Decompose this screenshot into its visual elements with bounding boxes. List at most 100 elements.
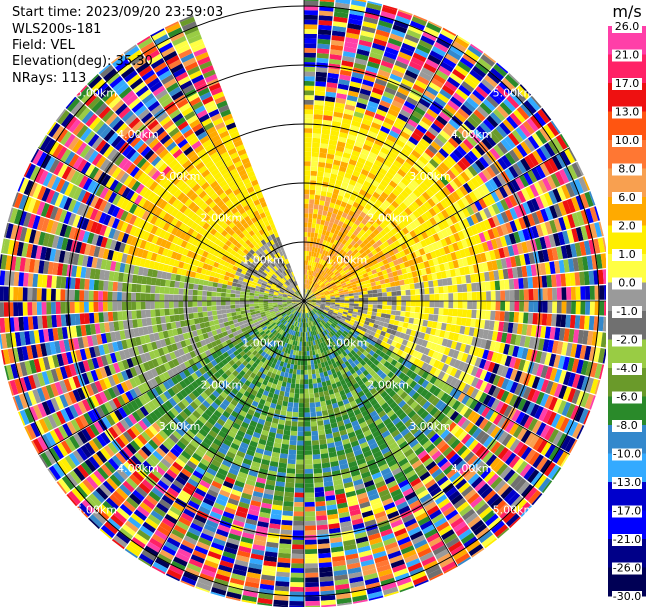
velocity-gate	[376, 422, 386, 430]
velocity-gate	[331, 313, 337, 318]
velocity-gate	[514, 370, 523, 383]
velocity-gate	[547, 248, 554, 262]
velocity-gate	[424, 287, 430, 295]
velocity-gate	[531, 362, 540, 376]
velocity-gate	[375, 329, 382, 335]
velocity-gate	[460, 275, 467, 284]
velocity-gate	[387, 230, 394, 238]
velocity-gate	[439, 263, 446, 272]
velocity-gate	[527, 418, 538, 432]
velocity-gate	[401, 444, 412, 454]
velocity-gate	[501, 332, 508, 343]
velocity-gate	[461, 433, 472, 445]
velocity-gate	[381, 163, 390, 172]
velocity-gate	[346, 340, 352, 347]
velocity-gate	[346, 271, 352, 276]
velocity-gate	[390, 359, 398, 367]
velocity-gate	[471, 547, 485, 558]
velocity-gate	[372, 42, 386, 51]
velocity-gate	[487, 384, 497, 396]
velocity-gate	[432, 168, 443, 179]
velocity-gate	[594, 363, 603, 379]
velocity-gate	[341, 282, 347, 287]
velocity-gate	[359, 235, 366, 242]
velocity-gate	[326, 226, 332, 232]
velocity-gate	[330, 44, 344, 51]
velocity-gate	[369, 255, 376, 262]
velocity-gate	[352, 263, 358, 269]
velocity-gate	[352, 115, 363, 123]
velocity-gate	[408, 136, 419, 146]
velocity-gate	[304, 147, 312, 152]
velocity-gate	[391, 69, 405, 78]
velocity-gate	[465, 237, 473, 247]
velocity-gate	[492, 374, 501, 386]
velocity-gate	[604, 301, 606, 316]
velocity-gate	[308, 251, 312, 257]
velocity-gate	[382, 55, 396, 65]
velocity-gate	[565, 244, 573, 259]
velocity-gate	[318, 253, 322, 259]
velocity-gate	[488, 178, 499, 191]
velocity-gate	[480, 338, 487, 349]
velocity-gate	[365, 258, 372, 264]
velocity-gate	[574, 178, 584, 194]
velocity-gate	[304, 24, 318, 30]
velocity-gate	[281, 524, 293, 531]
velocity-gate	[309, 292, 314, 296]
velocity-gate	[369, 265, 376, 271]
velocity-gate	[417, 516, 431, 526]
velocity-gate	[491, 260, 498, 271]
velocity-gate	[359, 229, 366, 236]
velocity-gate	[539, 194, 549, 208]
velocity-gate	[421, 152, 432, 162]
velocity-gate	[383, 273, 389, 280]
velocity-gate	[375, 395, 384, 403]
velocity-gate	[475, 337, 483, 348]
velocity-gate	[291, 549, 304, 555]
velocity-gate	[539, 351, 547, 365]
velocity-gate	[441, 561, 457, 573]
velocity-gate	[455, 552, 471, 565]
velocity-gate	[370, 315, 377, 320]
velocity-gate	[362, 21, 377, 29]
velocity-gate	[385, 171, 394, 180]
velocity-gate	[454, 268, 461, 277]
velocity-gate	[459, 142, 471, 154]
velocity-gate	[383, 199, 391, 208]
velocity-gate	[388, 334, 395, 341]
velocity-gate	[311, 296, 316, 299]
velocity-gate	[311, 147, 320, 153]
velocity-gate	[531, 132, 544, 147]
velocity-gate	[336, 331, 342, 337]
velocity-gate	[321, 313, 326, 318]
velocity-gate	[508, 132, 520, 146]
velocity-gate	[374, 113, 386, 122]
velocity-gate	[295, 383, 300, 389]
velocity-gate	[385, 155, 395, 164]
velocity-gate	[436, 37, 451, 49]
velocity-gate	[482, 168, 492, 181]
velocity-gate	[502, 119, 515, 132]
velocity-gate	[390, 163, 400, 173]
velocity-gate	[350, 174, 359, 182]
velocity-gate	[389, 192, 398, 201]
velocity-gate	[328, 207, 334, 213]
velocity-gate	[444, 395, 453, 405]
velocity-gate	[313, 314, 317, 320]
velocity-gate	[304, 445, 312, 451]
velocity-gate	[369, 318, 376, 324]
velocity-gate	[353, 62, 367, 70]
velocity-gate	[505, 367, 514, 379]
velocity-gate	[430, 540, 445, 552]
velocity-gate	[501, 77, 516, 92]
velocity-gate	[449, 471, 461, 483]
velocity-gate	[457, 292, 463, 301]
velocity-gate	[454, 65, 469, 77]
velocity-gate	[316, 311, 321, 316]
velocity-gate	[305, 572, 319, 578]
velocity-gate	[493, 321, 500, 331]
velocity-gate	[296, 450, 304, 455]
velocity-gate	[311, 440, 320, 446]
velocity-gate	[312, 288, 317, 293]
